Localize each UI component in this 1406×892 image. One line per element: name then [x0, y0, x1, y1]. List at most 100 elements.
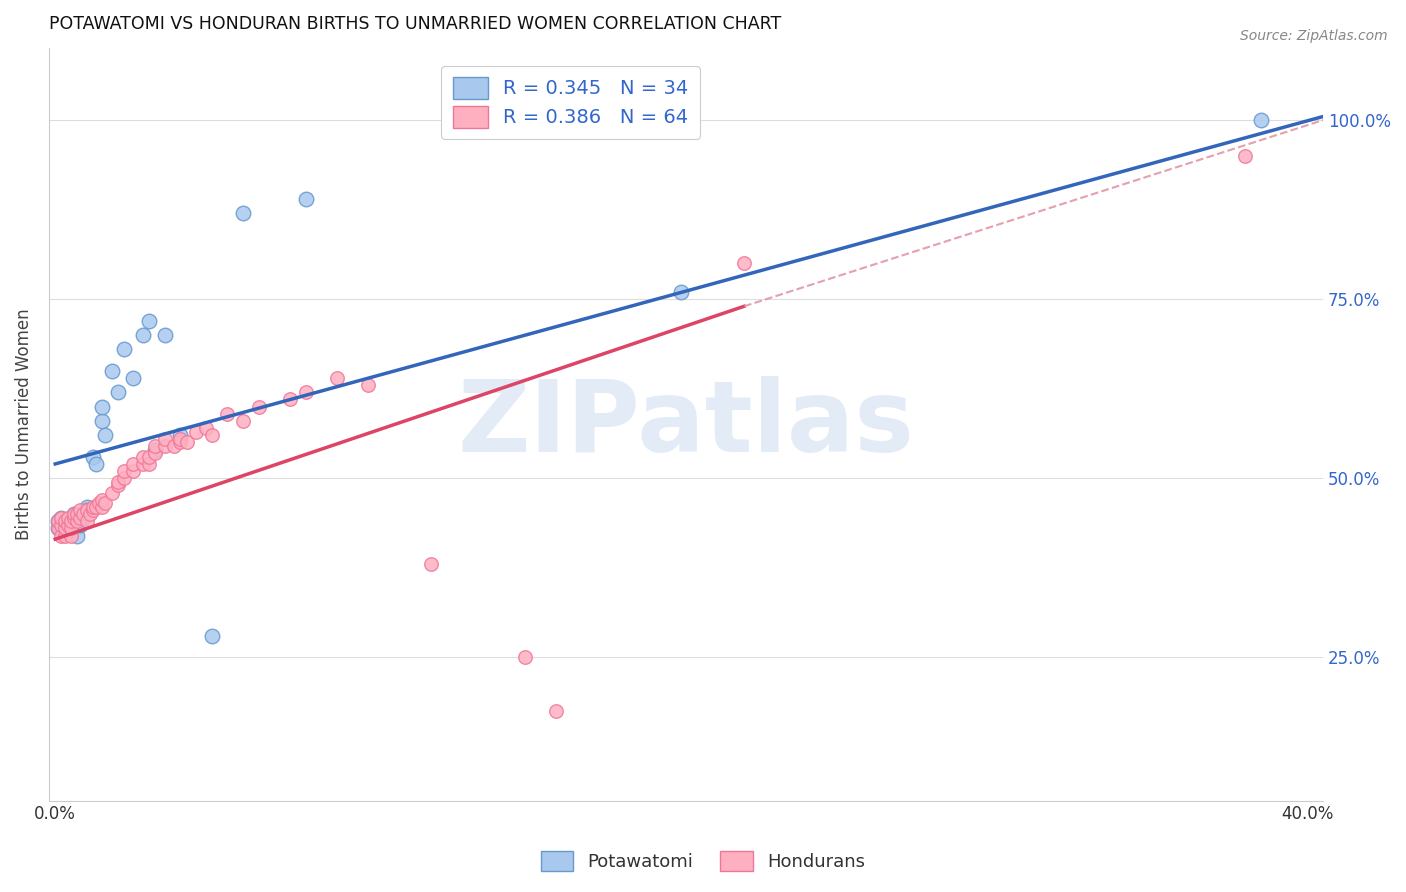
Point	[733, 256, 755, 270]
Point	[138, 457, 160, 471]
Point	[56, 514, 79, 528]
Point	[63, 507, 86, 521]
Point	[357, 378, 380, 392]
Point	[82, 450, 104, 464]
Text: ZIPatlas: ZIPatlas	[457, 376, 914, 473]
Point	[91, 414, 114, 428]
Point	[122, 371, 145, 385]
Point	[232, 414, 254, 428]
Point	[112, 471, 135, 485]
Point	[201, 428, 224, 442]
Point	[76, 503, 98, 517]
Point	[132, 457, 155, 471]
Point	[48, 514, 70, 528]
Point	[48, 521, 70, 535]
Point	[169, 435, 191, 450]
Point	[122, 464, 145, 478]
Point	[82, 503, 104, 517]
Point	[76, 514, 98, 528]
Point	[546, 704, 568, 718]
Point	[51, 510, 73, 524]
Point	[294, 385, 316, 400]
Point	[94, 428, 117, 442]
Point	[169, 428, 191, 442]
Point	[66, 507, 89, 521]
Point	[69, 503, 91, 517]
Point	[132, 450, 155, 464]
Point	[56, 517, 79, 532]
Point	[84, 457, 107, 471]
Point	[278, 392, 301, 407]
Point	[1250, 113, 1272, 128]
Point	[66, 514, 89, 528]
Point	[82, 500, 104, 514]
Point	[53, 521, 76, 535]
Point	[53, 517, 76, 532]
Point	[138, 313, 160, 327]
Point	[217, 407, 239, 421]
Point	[72, 507, 94, 521]
Point	[59, 528, 82, 542]
Point	[59, 510, 82, 524]
Text: Source: ZipAtlas.com: Source: ZipAtlas.com	[1240, 29, 1388, 43]
Point	[63, 510, 86, 524]
Point	[132, 328, 155, 343]
Point	[91, 500, 114, 514]
Point	[51, 521, 73, 535]
Point	[48, 521, 70, 535]
Point	[232, 206, 254, 220]
Point	[69, 517, 91, 532]
Point	[87, 496, 110, 510]
Point	[94, 496, 117, 510]
Point	[153, 439, 176, 453]
Point	[100, 364, 122, 378]
Point	[184, 425, 207, 439]
Point	[163, 439, 186, 453]
Point	[112, 464, 135, 478]
Point	[91, 492, 114, 507]
Point	[145, 439, 167, 453]
Point	[91, 400, 114, 414]
Point	[419, 558, 441, 572]
Point	[72, 510, 94, 524]
Point	[153, 328, 176, 343]
Point	[107, 385, 129, 400]
Point	[326, 371, 349, 385]
Point	[513, 650, 536, 665]
Point	[51, 510, 73, 524]
Point	[194, 421, 217, 435]
Point	[112, 343, 135, 357]
Point	[169, 432, 191, 446]
Point	[107, 475, 129, 489]
Text: POTAWATOMI VS HONDURAN BIRTHS TO UNMARRIED WOMEN CORRELATION CHART: POTAWATOMI VS HONDURAN BIRTHS TO UNMARRI…	[49, 15, 782, 33]
Legend: Potawatomi, Hondurans: Potawatomi, Hondurans	[533, 844, 873, 879]
Point	[201, 629, 224, 643]
Point	[59, 521, 82, 535]
Point	[69, 508, 91, 523]
Point	[176, 435, 198, 450]
Point	[53, 514, 76, 528]
Point	[84, 500, 107, 514]
Point	[63, 507, 86, 521]
Point	[145, 446, 167, 460]
Point	[122, 457, 145, 471]
Point	[247, 400, 270, 414]
Point	[153, 432, 176, 446]
Point	[51, 528, 73, 542]
Point	[76, 503, 98, 517]
Point	[56, 510, 79, 524]
Point	[53, 528, 76, 542]
Point	[69, 510, 91, 524]
Point	[145, 442, 167, 457]
Point	[76, 500, 98, 514]
Legend: R = 0.345   N = 34, R = 0.386   N = 64: R = 0.345 N = 34, R = 0.386 N = 64	[441, 66, 700, 139]
Point	[51, 517, 73, 532]
Point	[100, 485, 122, 500]
Point	[79, 507, 101, 521]
Point	[671, 285, 693, 299]
Y-axis label: Births to Unmarried Women: Births to Unmarried Women	[15, 309, 32, 541]
Point	[107, 478, 129, 492]
Point	[59, 514, 82, 528]
Point	[138, 450, 160, 464]
Point	[59, 521, 82, 535]
